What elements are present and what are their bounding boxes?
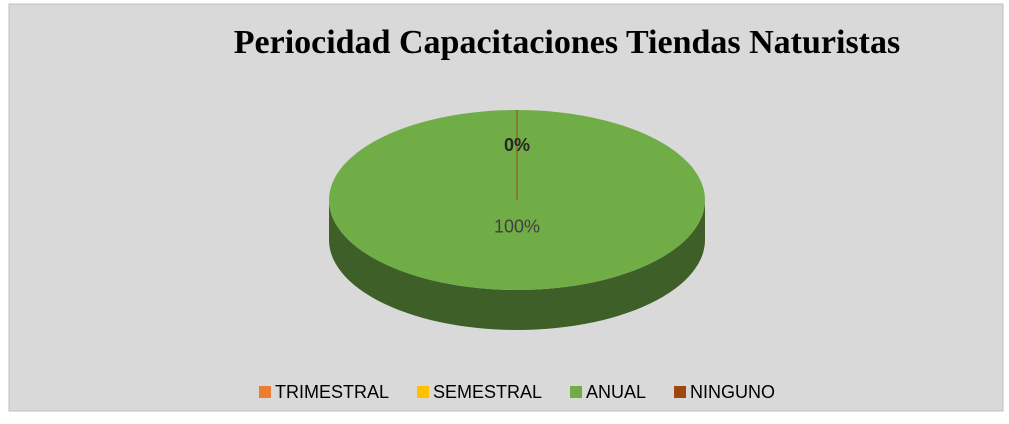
- chart-title: Periocidad Capacitaciones Tiendas Naturi…: [234, 24, 901, 61]
- pie-slice-side: [329, 200, 705, 330]
- data-label: 0%: [504, 135, 530, 155]
- legend-label: TRIMESTRAL: [275, 382, 389, 402]
- legend-swatch: [674, 386, 687, 398]
- legend-swatch: [258, 386, 271, 398]
- legend-label: SEMESTRAL: [433, 382, 542, 402]
- legend-label: ANUAL: [586, 382, 646, 402]
- data-label: 100%: [494, 217, 540, 237]
- legend-label: NINGUNO: [690, 382, 775, 402]
- legend-swatch: [570, 386, 583, 398]
- legend-swatch: [416, 386, 429, 398]
